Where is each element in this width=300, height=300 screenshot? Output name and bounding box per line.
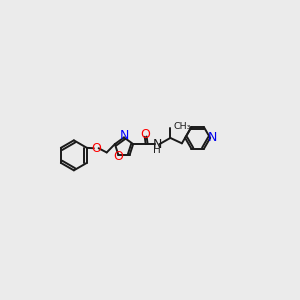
Text: H: H — [153, 146, 161, 155]
Text: N: N — [208, 131, 217, 144]
Text: CH₃: CH₃ — [174, 122, 191, 131]
Text: N: N — [119, 129, 129, 142]
Text: O: O — [113, 150, 123, 163]
Text: N: N — [152, 138, 162, 151]
Text: O: O — [91, 142, 101, 155]
Text: O: O — [140, 128, 150, 141]
